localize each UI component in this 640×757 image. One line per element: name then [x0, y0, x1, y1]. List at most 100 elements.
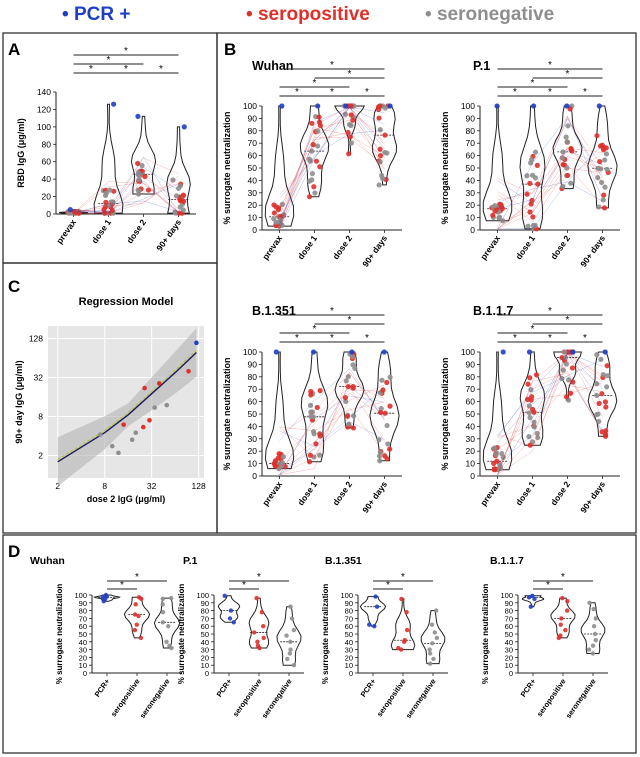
subject-trajectory	[497, 116, 603, 229]
y-tick-label: 90	[505, 599, 513, 608]
subject-trajectory	[497, 118, 603, 210]
data-point	[568, 390, 574, 396]
data-point	[280, 454, 287, 460]
data-point	[103, 199, 109, 205]
data-point	[500, 218, 506, 224]
data-point	[603, 404, 609, 410]
violin-dose 2	[553, 351, 582, 401]
y-tick-label: 0	[349, 669, 353, 678]
data-point	[498, 202, 504, 208]
violin-prevax	[482, 351, 513, 471]
panel-letter-A: A	[8, 40, 20, 59]
data-point	[381, 349, 387, 355]
data-point	[309, 120, 315, 126]
subject-trajectory	[73, 156, 179, 214]
data-point	[529, 172, 536, 178]
data-point	[345, 373, 351, 380]
data-point	[271, 210, 277, 216]
y-tick-label: 30	[79, 646, 87, 655]
data-point	[597, 159, 603, 165]
significance-star: *	[348, 315, 352, 326]
violin-dose 2	[130, 115, 157, 195]
data-point	[132, 627, 138, 633]
x-tick-label: dose 2	[548, 479, 572, 507]
y-tick-label: 10	[248, 459, 258, 469]
data-point	[349, 353, 355, 360]
data-point	[599, 179, 605, 186]
significance-star: *	[386, 580, 390, 591]
data-point	[350, 425, 357, 431]
significance-star: *	[107, 55, 111, 66]
data-point	[309, 409, 316, 415]
y-tick-label: 50	[505, 630, 513, 639]
data-point	[529, 197, 535, 203]
y-tick-label: 90	[201, 599, 209, 608]
y-tick-label: 0	[83, 669, 87, 678]
x-tick-label: prevax	[260, 479, 284, 507]
subject-trajectory	[73, 178, 179, 214]
subject-trajectory	[497, 382, 603, 470]
y-tick-label: 50	[248, 409, 258, 419]
data-point	[524, 173, 530, 179]
y-axis-label: RBD IgG (μg/ml)	[16, 118, 26, 188]
y-tick-label: 140	[37, 87, 51, 97]
subject-trajectory	[497, 352, 603, 439]
significance-star: *	[313, 324, 317, 335]
significance-star: *	[566, 69, 570, 80]
data-point	[316, 452, 323, 458]
subject-trajectory	[497, 352, 603, 438]
chart-title: P.1	[473, 59, 490, 73]
significance-star: *	[257, 572, 261, 583]
data-point	[382, 132, 388, 138]
y-tick-label: 60	[466, 151, 476, 161]
y-tick-label: 40	[248, 421, 258, 431]
x-tick-label: PCR+	[359, 676, 378, 698]
data-point	[164, 402, 170, 408]
data-point	[596, 204, 602, 210]
data-point	[142, 385, 147, 391]
data-point	[434, 635, 440, 641]
data-point	[524, 191, 530, 197]
x-tick-label: dose 2	[330, 479, 354, 507]
data-point	[307, 452, 313, 458]
subject-trajectory	[279, 112, 385, 195]
data-point	[107, 187, 113, 193]
data-point	[531, 424, 537, 430]
data-point	[599, 391, 605, 397]
significance-star: *	[124, 64, 128, 75]
data-point	[526, 595, 532, 600]
data-point	[570, 379, 576, 385]
data-point	[160, 596, 166, 602]
significance-star: *	[548, 87, 552, 98]
data-point	[604, 363, 610, 369]
x-tick-label: seropositive	[535, 677, 568, 718]
data-point	[591, 606, 596, 612]
confidence-band	[57, 328, 197, 487]
data-point	[152, 405, 158, 410]
subject-trajectory	[73, 167, 179, 213]
x-tick-label: 90+ days	[360, 479, 389, 515]
violin-seropositive	[550, 597, 576, 639]
significance-star: *	[365, 333, 369, 344]
y-tick-label: 60	[201, 622, 209, 631]
subject-trajectory	[73, 177, 179, 214]
subject-trajectory	[497, 156, 603, 229]
data-point	[399, 596, 404, 602]
data-point	[116, 450, 121, 456]
data-point	[563, 627, 568, 633]
x-axis-label: dose 2 IgG (μg/ml)	[87, 494, 166, 504]
data-point	[97, 432, 103, 437]
subject-trajectory	[279, 106, 385, 222]
y-tick-label: 80	[248, 126, 258, 136]
data-point	[531, 419, 537, 425]
data-point	[346, 421, 352, 427]
data-point	[599, 429, 605, 435]
data-point	[279, 462, 285, 469]
violin-seropositive	[390, 598, 416, 651]
data-point	[604, 384, 610, 390]
data-point	[377, 153, 384, 159]
data-point	[275, 455, 281, 461]
data-point	[535, 181, 541, 187]
